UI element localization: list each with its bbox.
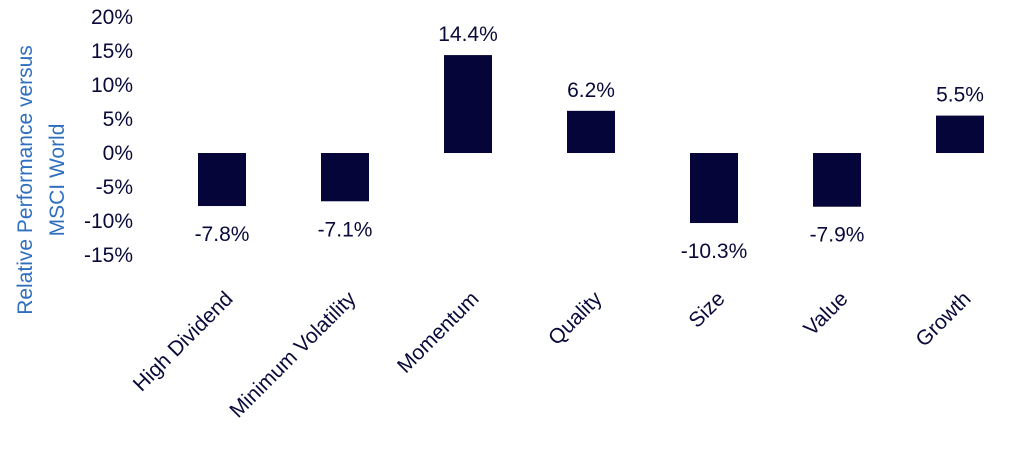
bars [198,55,984,224]
data-labels: -7.8% -7.1% 14.4% 6.2% -10.3% -7.9% 5.5% [195,23,984,263]
y-tick-label: 0% [103,142,133,165]
bar [813,153,861,207]
y-tick-label: -10% [84,210,133,233]
y-axis-title-line: MSCI World [46,124,69,237]
y-axis-label: Relative Performance versus MSCI World [14,45,69,315]
bar [321,153,369,202]
x-tick-label: Size [684,287,729,332]
bar [198,153,246,207]
y-tick-label: 5% [103,108,133,131]
data-label: -7.8% [195,223,250,246]
y-tick-label: 15% [91,40,133,63]
x-tick-label: Value [799,287,852,340]
x-tick-label: Momentum [393,287,484,378]
bar [444,55,492,153]
data-label: 5.5% [936,84,984,107]
data-label: -7.1% [318,218,373,241]
y-tick-label: 20% [91,6,133,29]
data-label: -7.9% [810,224,865,247]
x-tick-label: Growth [911,287,975,351]
y-axis-title: Relative Performance versus MSCI World [14,45,69,315]
x-tick-label: Minimum Volatility [225,287,360,422]
data-label: -10.3% [681,240,748,263]
y-axis-ticks: 20% 15% 10% 5% 0% -5% -10% -15% [84,6,133,267]
y-axis-title-line: Relative Performance versus [14,45,37,315]
bar [936,115,984,153]
data-label: 14.4% [438,23,498,46]
x-tick-label: Quality [544,287,607,350]
data-label: 6.2% [567,79,615,102]
bar [690,153,738,224]
x-tick-label: High Dividend [129,287,238,396]
y-tick-label: -5% [96,176,133,199]
y-tick-label: -15% [84,244,133,267]
y-tick-label: 10% [91,74,133,97]
bar [567,110,615,153]
